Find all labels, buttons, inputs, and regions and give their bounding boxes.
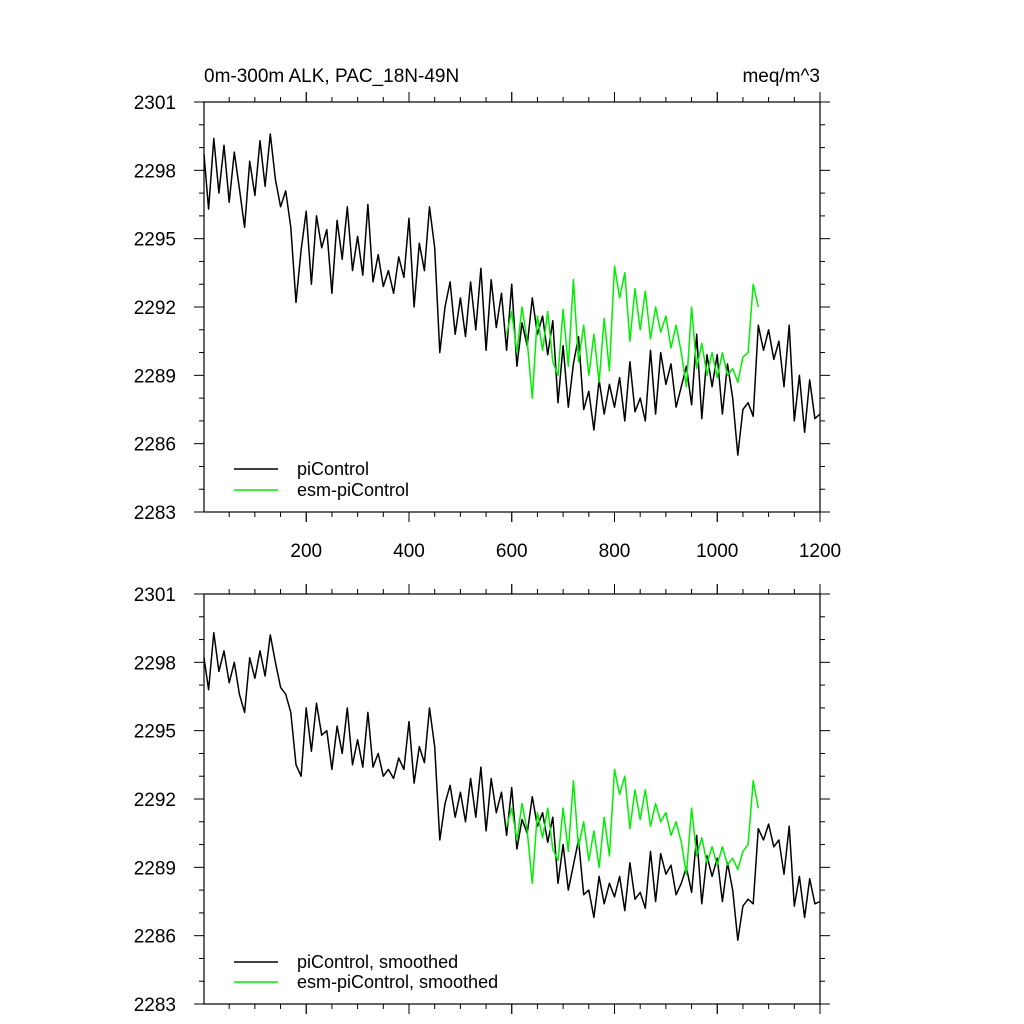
x-tick-label: 200 xyxy=(290,541,322,562)
x-tick-label: 400 xyxy=(393,541,425,562)
y-tick-label: 2286 xyxy=(134,435,176,456)
top-panel: 0m-300m ALK, PAC_18N-49N meq/m^3 2283228… xyxy=(134,66,841,562)
series-layer xyxy=(203,133,821,456)
y-tick-label: 2283 xyxy=(134,503,176,524)
y-tick-label: 2295 xyxy=(134,230,176,251)
y-tick-label: 2298 xyxy=(134,653,176,674)
axis-ticks xyxy=(194,584,830,1014)
legend: piControl esm-piControl xyxy=(234,459,409,500)
y-tick-label: 2283 xyxy=(134,995,176,1016)
axis-ticks xyxy=(194,92,830,522)
x-axis-tick-labels: 200 400 600 800 1000 1200 xyxy=(290,541,841,562)
y-tick-label: 2292 xyxy=(134,790,176,811)
series-line-esm-picontrol-smoothed xyxy=(505,768,760,885)
y-tick-label: 2295 xyxy=(134,722,176,743)
legend: piControl, smoothed esm-piControl, smoot… xyxy=(234,952,498,992)
x-tick-label: 1000 xyxy=(696,541,738,562)
y-tick-label: 2292 xyxy=(134,298,176,319)
panel-title: 0m-300m ALK, PAC_18N-49N xyxy=(204,66,459,87)
units-label: meq/m^3 xyxy=(742,66,820,87)
series-line-esm-picontrol xyxy=(505,265,760,399)
bottom-panel: 2283 2286 2289 2292 2295 2298 2301 piControl, … xyxy=(134,584,830,1016)
x-tick-label: 800 xyxy=(599,541,631,562)
series-layer xyxy=(203,631,821,941)
y-tick-label: 2286 xyxy=(134,927,176,948)
y-axis-tick-labels: 2283 2286 2289 2292 2295 2298 2301 xyxy=(134,93,176,524)
x-tick-label: 600 xyxy=(496,541,528,562)
legend-label-esm-picontrol-smoothed: esm-piControl, smoothed xyxy=(297,972,498,992)
legend-label-esm-picontrol: esm-piControl xyxy=(297,480,409,500)
series-line-picontrol-smoothed xyxy=(203,631,821,941)
x-tick-label: 1200 xyxy=(799,541,841,562)
plot-frame xyxy=(203,101,821,513)
y-tick-label: 2289 xyxy=(134,366,176,387)
series-line-picontrol xyxy=(203,133,821,456)
legend-label-picontrol: piControl xyxy=(297,459,369,479)
y-tick-label: 2298 xyxy=(134,161,176,182)
legend-label-picontrol-smoothed: piControl, smoothed xyxy=(297,952,458,972)
y-axis-tick-labels: 2283 2286 2289 2292 2295 2298 2301 xyxy=(134,585,176,1016)
y-tick-label: 2301 xyxy=(134,93,176,114)
y-tick-label: 2289 xyxy=(134,858,176,879)
y-tick-label: 2301 xyxy=(134,585,176,606)
